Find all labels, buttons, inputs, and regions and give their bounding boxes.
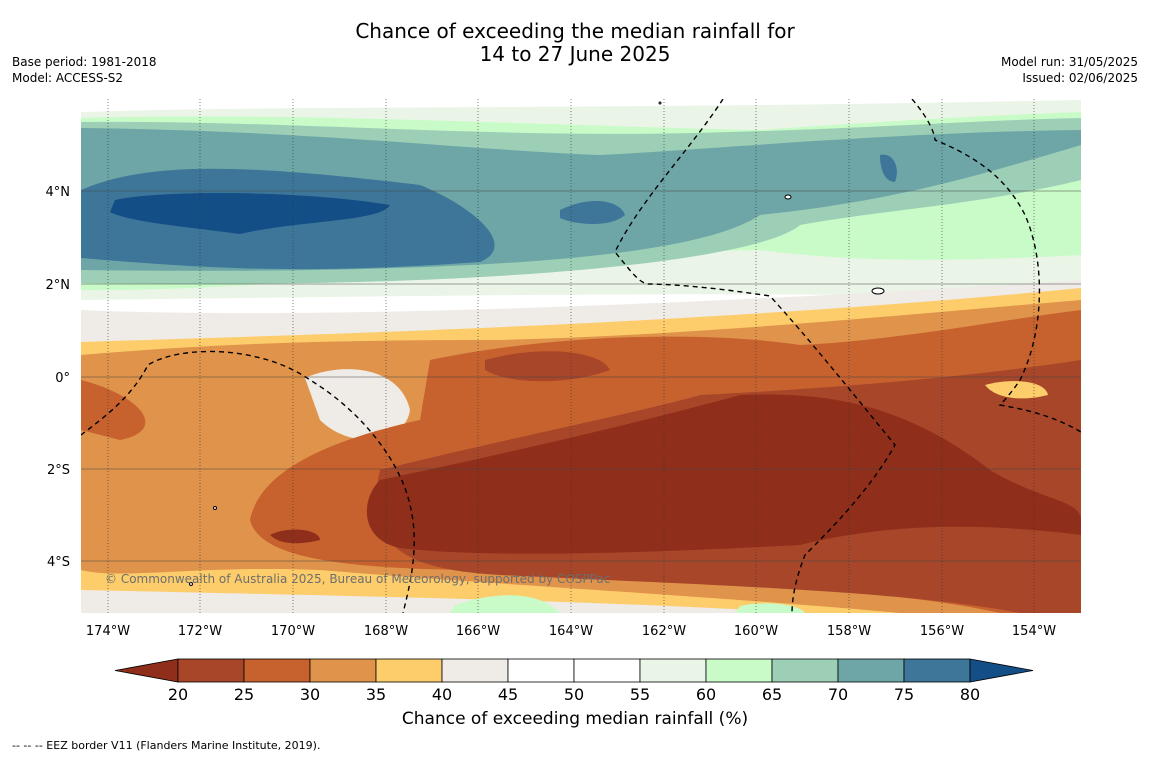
colorbar-segment	[507, 658, 575, 683]
patch-20-west	[270, 529, 320, 544]
lat-label: 2°S	[47, 463, 70, 478]
copyright-notice: © Commonwealth of Australia 2025, Bureau…	[105, 572, 611, 586]
lon-label: 154°W	[1012, 624, 1056, 639]
band-85	[110, 193, 390, 234]
colorbar-extend-low	[114, 658, 179, 683]
lon-label: 158°W	[827, 624, 871, 639]
lon-label: 162°W	[642, 624, 686, 639]
colorbar-segment	[441, 658, 509, 683]
patch-60-south	[450, 595, 560, 613]
lon-label: 164°W	[549, 624, 593, 639]
lon-tick-labels: 174°W 172°W 170°W 168°W 166°W 164°W 162°…	[86, 624, 1056, 639]
lat-label: 4°N	[46, 185, 71, 200]
lat-label: 4°S	[47, 555, 70, 570]
map-title-line2: 14 to 27 June 2025	[479, 42, 671, 66]
map-field	[81, 99, 1081, 613]
colorbar-tick-label: 65	[762, 685, 782, 704]
colorbar-tick-label: 20	[168, 685, 188, 704]
colorbar-segment	[837, 658, 905, 683]
colorbar-segment	[243, 658, 311, 683]
meta-left: Base period: 1981-2018 Model: ACCESS-S2	[12, 54, 157, 86]
lat-label: 0°	[55, 371, 70, 386]
colorbar-tick-label: 25	[234, 685, 254, 704]
base-period: Base period: 1981-2018	[12, 55, 157, 69]
patch-60-south2	[735, 603, 805, 613]
eez-borders	[81, 99, 1081, 613]
colorbar-tick-label: 45	[498, 685, 518, 704]
lon-label: 174°W	[86, 624, 130, 639]
colorbar-tick-label: 40	[432, 685, 452, 704]
colorbar-tick-label: 80	[960, 685, 980, 704]
patch-75-far-east	[880, 154, 897, 182]
hole-45-west	[305, 369, 410, 440]
eez-legend: -- -- -- EEZ border V11 (Flanders Marine…	[12, 739, 321, 752]
colorbar-tick-labels: 20 25 30 35 40 45 50 55 60 65 70 75 80	[168, 685, 980, 704]
lon-label: 170°W	[271, 624, 315, 639]
model-name: Model: ACCESS-S2	[12, 71, 124, 85]
patch-25-west	[485, 351, 610, 382]
lon-label: 168°W	[364, 624, 408, 639]
colorbar-segment	[573, 658, 641, 683]
meta-right: Model run: 31/05/2025 Issued: 02/06/2025	[1001, 54, 1138, 86]
colorbar-tick-label: 70	[828, 685, 848, 704]
colorbar-tick-label: 50	[564, 685, 584, 704]
map-title-line1: Chance of exceeding the median rainfall …	[355, 19, 795, 43]
lat-lines	[81, 190, 1081, 562]
colorbar-tick-label: 55	[630, 685, 650, 704]
colorbar-segment	[705, 658, 773, 683]
colorbar-segment	[375, 658, 443, 683]
lat-tick-labels: 4°N 2°N 0° 2°S 4°S	[46, 185, 71, 570]
issued-date: Issued: 02/06/2025	[1022, 71, 1138, 85]
colorbar	[114, 658, 1034, 683]
lon-label: 172°W	[178, 624, 222, 639]
colorbar-segment	[177, 658, 245, 683]
lon-label: 156°W	[920, 624, 964, 639]
colorbar-segment	[903, 658, 971, 683]
patch-40-east	[985, 381, 1048, 399]
patch-75-east	[560, 200, 625, 224]
colorbar-tick-label: 35	[366, 685, 386, 704]
lat-label: 2°N	[46, 278, 71, 293]
colorbar-tick-label: 75	[894, 685, 914, 704]
colorbar-extend-high	[969, 658, 1034, 683]
colorbar-tick-label: 60	[696, 685, 716, 704]
colorbar-title: Chance of exceeding median rainfall (%)	[401, 709, 749, 729]
colorbar-segment	[771, 658, 839, 683]
colorbar-tick-label: 30	[300, 685, 320, 704]
lon-label: 160°W	[734, 624, 778, 639]
band-20	[366, 394, 1081, 554]
model-run: Model run: 31/05/2025	[1000, 55, 1138, 69]
lon-label: 166°W	[456, 624, 500, 639]
colorbar-segment	[309, 658, 377, 683]
islands	[189, 101, 885, 586]
colorbar-segment	[639, 658, 707, 683]
